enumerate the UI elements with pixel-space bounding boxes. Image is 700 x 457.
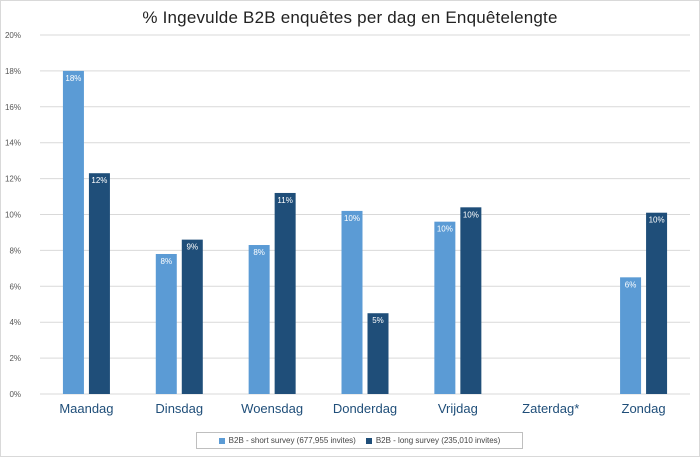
bar — [646, 212, 668, 394]
legend-item-long: B2B - long survey (235,010 invites) — [365, 436, 501, 445]
x-category-label: Donderdag — [333, 401, 397, 416]
bar — [88, 173, 110, 394]
data-label: 8% — [253, 248, 265, 257]
y-tick-label: 10% — [5, 211, 21, 220]
data-label: 12% — [91, 176, 107, 185]
x-category-label: Zondag — [622, 401, 666, 416]
gridlines — [40, 34, 690, 395]
data-label: 18% — [65, 74, 81, 83]
y-tick-label: 12% — [5, 175, 21, 184]
x-category-label: Maandag — [59, 401, 113, 416]
data-label: 10% — [649, 216, 665, 225]
bar — [460, 207, 482, 394]
bars — [62, 70, 668, 395]
y-tick-label: 6% — [9, 282, 21, 291]
bar — [274, 192, 296, 394]
x-category-label: Zaterdag* — [522, 401, 579, 416]
y-axis-ticks: 0% 2% 4% 6% 8% 10% 12% 14% 16% 18% 20% — [5, 31, 21, 399]
data-label: 6% — [625, 280, 637, 289]
data-label: 5% — [372, 316, 384, 325]
y-tick-label: 16% — [5, 103, 21, 112]
y-tick-label: 4% — [9, 318, 21, 327]
data-labels: 18% 12% 8% 9% 8% 11% 10% 5% 10% 10% 6% 10% — [65, 74, 664, 325]
x-category-label: Woensdag — [241, 401, 303, 416]
data-label: 9% — [187, 243, 199, 252]
bar — [248, 245, 270, 394]
data-label: 10% — [463, 210, 479, 219]
legend-item-short: B2B - short survey (677,955 invites) — [218, 436, 356, 445]
bar — [434, 221, 456, 394]
bar — [155, 253, 177, 394]
y-tick-label: 20% — [5, 31, 21, 40]
data-label: 10% — [437, 225, 453, 234]
x-category-label: Vrijdag — [438, 401, 478, 416]
bar — [367, 313, 389, 394]
bar — [341, 210, 363, 394]
x-axis-categories: Maandag Dinsdag Woensdag Donderdag Vrijdag Za… — [59, 401, 665, 416]
legend-swatch-long — [365, 437, 372, 444]
legend-label-short: B2B - short survey (677,955 invites) — [228, 436, 356, 445]
bar — [181, 239, 203, 394]
chart-legend: B2B - short survey (677,955 invites) B2B… — [196, 432, 523, 449]
bar — [62, 70, 84, 395]
data-label: 11% — [277, 196, 292, 205]
bar — [620, 277, 642, 394]
x-category-label: Dinsdag — [155, 401, 203, 416]
legend-label-long: B2B - long survey (235,010 invites) — [375, 436, 501, 445]
chart-title: % Ingevulde B2B enquêtes per dag en Enqu… — [142, 8, 558, 27]
data-label: 8% — [161, 257, 173, 266]
y-tick-label: 0% — [9, 390, 21, 399]
y-tick-label: 8% — [9, 246, 21, 255]
y-tick-label: 18% — [5, 67, 21, 76]
legend-swatch-short — [218, 437, 225, 444]
data-label: 10% — [344, 214, 360, 223]
y-tick-label: 14% — [5, 139, 21, 148]
y-tick-label: 2% — [9, 354, 21, 363]
